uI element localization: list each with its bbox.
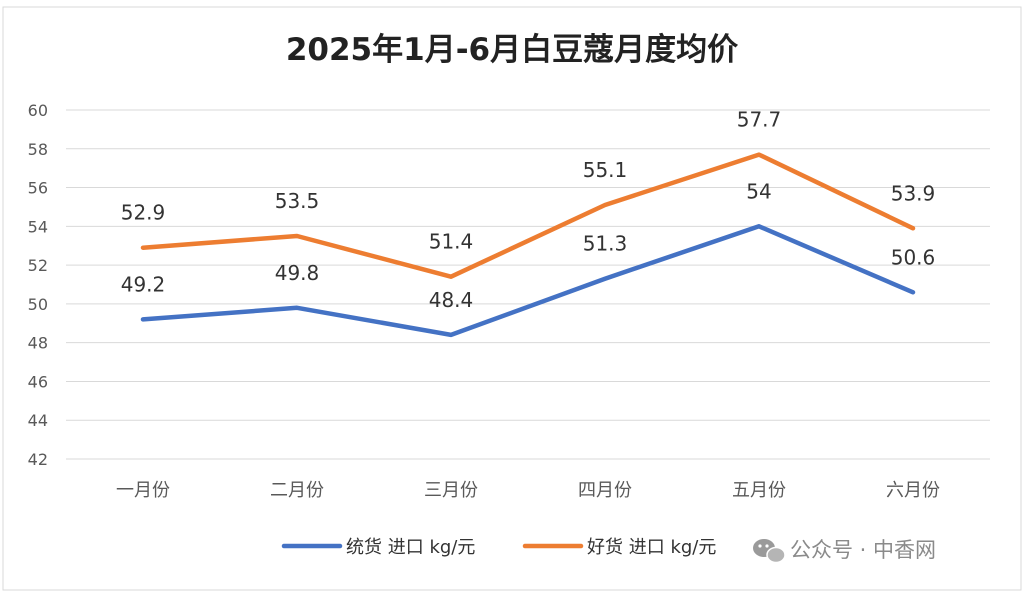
- x-tick-label: 三月份: [424, 480, 478, 501]
- data-label: 51.3: [583, 232, 628, 256]
- series-lines: [140, 152, 916, 338]
- data-label: 49.2: [121, 272, 166, 296]
- y-tick-label: 42: [28, 450, 48, 469]
- data-label: 50.6: [891, 245, 936, 269]
- data-label: 53.5: [275, 189, 320, 213]
- x-axis-ticks: 一月份 二月份 三月份 四月份 五月份 六月份: [116, 480, 940, 501]
- x-tick-label: 一月份: [116, 480, 170, 501]
- y-tick-label: 58: [28, 140, 48, 159]
- data-label: 49.8: [275, 261, 320, 285]
- y-tick-label: 46: [28, 372, 48, 391]
- series-line-2: [140, 152, 916, 279]
- data-label: 52.9: [121, 201, 166, 225]
- data-label: 54: [746, 179, 771, 203]
- chart-border: [2, 6, 1022, 591]
- x-tick-label: 二月份: [270, 480, 324, 501]
- data-label: 57.7: [737, 108, 782, 132]
- y-tick-label: 54: [28, 217, 48, 236]
- data-label: 48.4: [429, 288, 474, 312]
- y-tick-label: 60: [28, 101, 48, 120]
- data-label: 53.9: [891, 181, 936, 205]
- series-line-1: [140, 224, 916, 338]
- y-axis-ticks: 42 44 46 48 50 52 54 56 58 60: [28, 101, 48, 469]
- watermark-text: 公众号 · 中香网: [790, 538, 936, 562]
- y-tick-label: 52: [28, 256, 48, 275]
- x-tick-label: 四月份: [578, 480, 632, 501]
- chart-title: 2025年1月-6月白豆蔻月度均价: [286, 32, 738, 68]
- gridlines: [66, 109, 990, 460]
- data-label: 55.1: [583, 158, 628, 182]
- legend: 统货 进口 kg/元 好货 进口 kg/元: [281, 537, 716, 558]
- y-tick-label: 50: [28, 295, 48, 314]
- wechat-icon: [753, 539, 786, 564]
- legend-label: 好货 进口 kg/元: [587, 537, 716, 558]
- data-label: 51.4: [429, 230, 474, 254]
- legend-label: 统货 进口 kg/元: [346, 537, 475, 558]
- y-tick-label: 48: [28, 334, 48, 353]
- y-tick-label: 44: [28, 411, 48, 430]
- y-tick-label: 56: [28, 179, 48, 198]
- data-labels: 49.2 49.8 48.4 51.3 54 50.6 52.9 53.5 51.4 55.1 57…: [121, 108, 936, 312]
- watermark: 公众号 · 中香网: [753, 538, 936, 564]
- x-tick-label: 五月份: [732, 480, 786, 501]
- x-tick-label: 六月份: [886, 480, 940, 501]
